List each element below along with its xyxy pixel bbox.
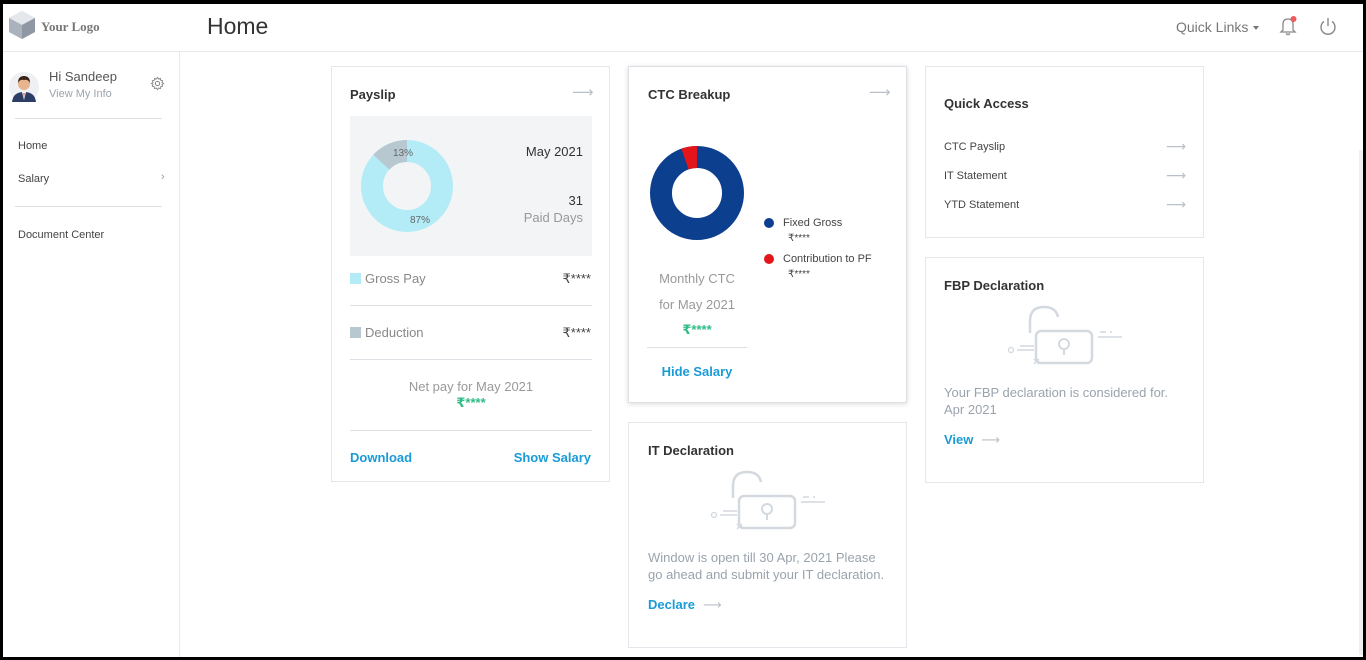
fbp-declaration-card: FBP Declaration Your FBP declaration is … <box>925 257 1204 483</box>
arrow-right-icon: ⟶ <box>981 432 1001 447</box>
quick-access-ctc-payslip[interactable]: CTC Payslip <box>944 141 1006 153</box>
arrow-right-icon[interactable]: ⟶ <box>1166 167 1187 183</box>
scrollbar[interactable] <box>1359 150 1363 655</box>
arrow-right-icon[interactable]: ⟶ <box>572 84 594 101</box>
power-icon[interactable] <box>1319 16 1337 36</box>
sidebar-divider <box>15 206 162 207</box>
quick-links-dropdown[interactable]: Quick Links <box>1176 19 1260 35</box>
page-title: Home <box>207 13 269 39</box>
ctc-breakup-card: CTC Breakup ⟶ Fixed Gross ₹**** Contribu… <box>628 66 907 403</box>
fixed-gross-segment <box>650 146 744 240</box>
payslip-summary: 13% 87% May 2021 31 Paid Days <box>350 116 592 256</box>
deduction-swatch <box>350 327 361 338</box>
sidebar-item-home[interactable]: Home <box>18 140 48 152</box>
net-pay-label: Net pay for May 2021 <box>408 379 534 394</box>
arrow-right-icon[interactable]: ⟶ <box>1166 138 1187 154</box>
view-my-info-link[interactable]: View My Info <box>49 88 112 100</box>
quick-links-label: Quick Links <box>1176 19 1249 35</box>
bell-icon[interactable] <box>1279 16 1297 36</box>
legend-label: Fixed Gross <box>783 217 843 229</box>
payslip-month: May 2021 <box>525 144 583 159</box>
divider <box>350 305 592 306</box>
pf-segment <box>681 146 698 170</box>
hide-salary-button[interactable]: Hide Salary <box>661 364 733 379</box>
avatar[interactable] <box>9 71 39 103</box>
declare-button[interactable]: Declare ⟶ <box>648 597 722 613</box>
cube-logo-icon <box>9 11 35 39</box>
legend-value: ₹**** <box>788 269 810 280</box>
sidebar-item-salary[interactable]: Salary <box>18 173 50 185</box>
it-declaration-desc-1: Window is open till 30 Apr, 2021 Please <box>648 550 876 565</box>
fbp-desc-2: Apr 2021 <box>944 402 997 417</box>
divider <box>350 359 592 360</box>
legend-dot <box>764 254 774 264</box>
arrow-right-icon[interactable]: ⟶ <box>1166 196 1187 212</box>
ctc-period-label: for May 2021 <box>659 297 735 312</box>
legend-dot <box>764 218 774 228</box>
unlocked-padlock-icon <box>1007 305 1122 365</box>
divider <box>350 430 592 431</box>
fbp-desc-1: Your FBP declaration is considered for. <box>944 385 1169 400</box>
notification-dot <box>1290 16 1297 22</box>
it-declaration-card: IT Declaration Window is open till 30 Ap… <box>628 422 907 648</box>
deduction-value: ₹**** <box>562 325 591 340</box>
deduction-label: Deduction <box>365 325 424 340</box>
deduction-row: Deduction <box>350 325 424 340</box>
arrow-right-icon: ⟶ <box>702 597 722 612</box>
net-pay-value: ₹**** <box>456 395 486 410</box>
ctc-title: CTC Breakup <box>648 87 731 102</box>
show-salary-button[interactable]: Show Salary <box>513 450 591 465</box>
paid-days-value: 31 <box>568 193 583 208</box>
gross-segment <box>361 140 453 232</box>
quick-access-ytd-statement[interactable]: YTD Statement <box>944 199 1020 211</box>
logo-text: Your Logo <box>41 18 100 34</box>
chevron-right-icon[interactable]: › <box>161 171 165 183</box>
it-declaration-title: IT Declaration <box>648 443 734 458</box>
download-button[interactable]: Download <box>350 450 413 465</box>
view-label: View <box>944 432 974 447</box>
arrow-right-icon[interactable]: ⟶ <box>869 84 891 101</box>
payslip-donut: 13% 87% <box>361 139 453 232</box>
quick-access-title: Quick Access <box>944 96 1029 111</box>
greeting-text: Hi Sandeep <box>49 69 117 84</box>
fbp-title: FBP Declaration <box>944 278 1045 293</box>
deduction-segment <box>373 139 408 171</box>
legend-fixed-gross: Fixed Gross <box>764 217 842 229</box>
paid-days-label: Paid Days <box>523 210 583 225</box>
sidebar: Hi Sandeep View My Info Home Salary › Do… <box>3 52 180 657</box>
monthly-ctc-label: Monthly CTC <box>659 271 735 286</box>
logo[interactable]: Your Logo <box>8 10 100 40</box>
payslip-title: Payslip <box>350 87 396 102</box>
top-header: Your Logo Home Quick Links <box>3 4 1363 52</box>
unlocked-padlock-icon <box>710 470 825 530</box>
ctc-donut <box>650 146 744 240</box>
sidebar-divider <box>15 118 162 119</box>
legend-contribution-pf: Contribution to PF <box>764 253 872 265</box>
gross-pct-label: 87% <box>410 215 430 226</box>
caret-down-icon <box>1253 26 1260 31</box>
legend-label: Contribution to PF <box>783 253 872 265</box>
ctc-value: ₹**** <box>682 322 712 337</box>
sidebar-item-document-center[interactable]: Document Center <box>18 229 105 241</box>
declare-label: Declare <box>648 597 695 612</box>
quick-access-it-statement[interactable]: IT Statement <box>944 170 1007 182</box>
gross-pay-row: Gross Pay <box>350 271 426 286</box>
quick-access-card: Quick Access CTC Payslip ⟶ IT Statement … <box>925 66 1204 238</box>
legend-value: ₹**** <box>788 233 810 244</box>
gear-icon[interactable] <box>150 76 165 91</box>
divider <box>647 347 747 348</box>
gross-pay-label: Gross Pay <box>365 271 426 286</box>
gross-pay-value: ₹**** <box>562 271 591 286</box>
payslip-card: Payslip ⟶ 13% 87% May 2021 31 Paid Days … <box>331 66 610 482</box>
it-declaration-desc-2: go ahead and submit your IT declaration. <box>648 567 885 582</box>
view-button[interactable]: View ⟶ <box>944 432 1000 448</box>
gross-pay-swatch <box>350 273 361 284</box>
deduction-pct-label: 13% <box>393 148 413 159</box>
